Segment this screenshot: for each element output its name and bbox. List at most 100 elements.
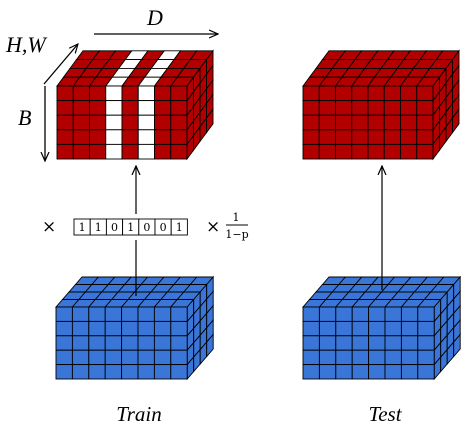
front-face-cell bbox=[400, 320, 419, 337]
front-face-cell bbox=[416, 100, 434, 116]
front-face-cell bbox=[137, 349, 155, 366]
front-face-cell bbox=[318, 320, 337, 337]
front-face-cell bbox=[384, 306, 402, 322]
front-face-cell bbox=[335, 364, 353, 380]
front-face-cell bbox=[56, 100, 74, 116]
front-face-cell bbox=[417, 335, 435, 351]
front-face-cell bbox=[318, 143, 336, 160]
front-face-cell bbox=[121, 349, 139, 366]
front-face-cell bbox=[71, 349, 90, 366]
front-face-cell bbox=[121, 143, 139, 160]
front-face-cell bbox=[318, 364, 337, 380]
front-face-cell bbox=[302, 320, 320, 337]
hw-dimension-arrow bbox=[43, 44, 78, 85]
front-face-cell bbox=[351, 129, 369, 145]
front-face-cell bbox=[351, 320, 370, 337]
front-face-cell bbox=[384, 335, 402, 351]
b-label: B bbox=[18, 105, 31, 130]
front-face-cell bbox=[153, 364, 172, 380]
front-face-cell bbox=[318, 349, 337, 366]
front-face-cell bbox=[105, 129, 123, 145]
front-face-cell bbox=[88, 320, 106, 337]
front-face-cell bbox=[121, 100, 139, 116]
front-face-cell bbox=[400, 306, 419, 322]
front-face-cell bbox=[56, 143, 74, 160]
front-face-cell bbox=[104, 335, 123, 351]
front-face-cell bbox=[104, 306, 123, 322]
front-face-cell bbox=[302, 100, 320, 116]
front-face-cell bbox=[367, 143, 385, 160]
mask-value: 1 bbox=[176, 221, 183, 234]
front-face-cell bbox=[302, 349, 320, 366]
mask-value: 1 bbox=[95, 221, 102, 234]
front-face-cell bbox=[154, 100, 172, 116]
front-face-cell bbox=[105, 85, 123, 102]
front-face-cell bbox=[121, 335, 139, 351]
hw-label: H,W bbox=[5, 32, 47, 57]
front-face-cell bbox=[400, 129, 418, 145]
front-face-cell bbox=[302, 129, 320, 145]
front-face-cell bbox=[105, 100, 123, 116]
front-face-cell bbox=[121, 129, 139, 145]
front-face-cell bbox=[55, 349, 73, 366]
front-face-cell bbox=[137, 335, 155, 351]
front-face-cell bbox=[335, 100, 353, 116]
front-face-cell bbox=[302, 85, 320, 102]
side-face-cell bbox=[452, 107, 460, 134]
front-face-cell bbox=[416, 129, 434, 145]
front-face-cell bbox=[302, 306, 320, 322]
front-face-cell bbox=[137, 143, 155, 160]
front-face-cell bbox=[302, 143, 320, 160]
front-face-cell bbox=[105, 143, 123, 160]
times-sign: × bbox=[42, 217, 56, 237]
front-face-cell bbox=[318, 335, 337, 351]
train-input-tensor-cube bbox=[55, 275, 215, 381]
front-face-cell bbox=[88, 335, 106, 351]
front-face-cell bbox=[88, 349, 106, 366]
front-face-cell bbox=[170, 114, 188, 131]
front-face-cell bbox=[88, 306, 106, 322]
front-face-cell bbox=[153, 335, 172, 351]
front-face-cell bbox=[121, 364, 139, 380]
front-face-cell bbox=[89, 114, 107, 131]
scale-numerator: 1 bbox=[233, 211, 240, 224]
front-face-cell bbox=[55, 335, 73, 351]
front-face-cell bbox=[417, 364, 435, 380]
mask-value: 1 bbox=[127, 221, 134, 234]
front-face-cell bbox=[170, 320, 188, 337]
front-face-cell bbox=[104, 320, 123, 337]
side-face-cell bbox=[206, 333, 214, 358]
front-face-cell bbox=[89, 143, 107, 160]
front-face-cell bbox=[137, 129, 155, 145]
front-face-cell bbox=[335, 335, 353, 351]
front-face-cell bbox=[137, 320, 155, 337]
front-face-cell bbox=[383, 100, 401, 116]
front-face-cell bbox=[351, 364, 370, 380]
front-face-cell bbox=[368, 320, 386, 337]
front-face-cell bbox=[383, 129, 401, 145]
front-face-cell bbox=[121, 85, 139, 102]
front-face-cell bbox=[72, 114, 90, 131]
front-face-cell bbox=[400, 100, 418, 116]
front-face-cell bbox=[335, 320, 353, 337]
front-face-cell bbox=[367, 100, 385, 116]
front-face-cell bbox=[368, 349, 386, 366]
test-caption: Test bbox=[368, 402, 402, 426]
front-face-cell bbox=[368, 364, 386, 380]
front-face-cell bbox=[318, 306, 337, 322]
front-face-cell bbox=[55, 320, 73, 337]
front-face-cell bbox=[368, 335, 386, 351]
front-face-cell bbox=[335, 306, 353, 322]
side-face-cell bbox=[453, 333, 461, 358]
front-face-cell bbox=[104, 349, 123, 366]
front-face-cell bbox=[384, 349, 402, 366]
front-face-cell bbox=[89, 85, 107, 102]
front-face-cell bbox=[170, 364, 188, 380]
front-face-cell bbox=[318, 85, 336, 102]
front-face-cell bbox=[137, 85, 155, 102]
test-input-tensor-cube bbox=[302, 275, 462, 381]
front-face-cell bbox=[351, 335, 370, 351]
front-face-cell bbox=[104, 364, 123, 380]
front-face-cell bbox=[383, 114, 401, 131]
front-face-cell bbox=[170, 335, 188, 351]
